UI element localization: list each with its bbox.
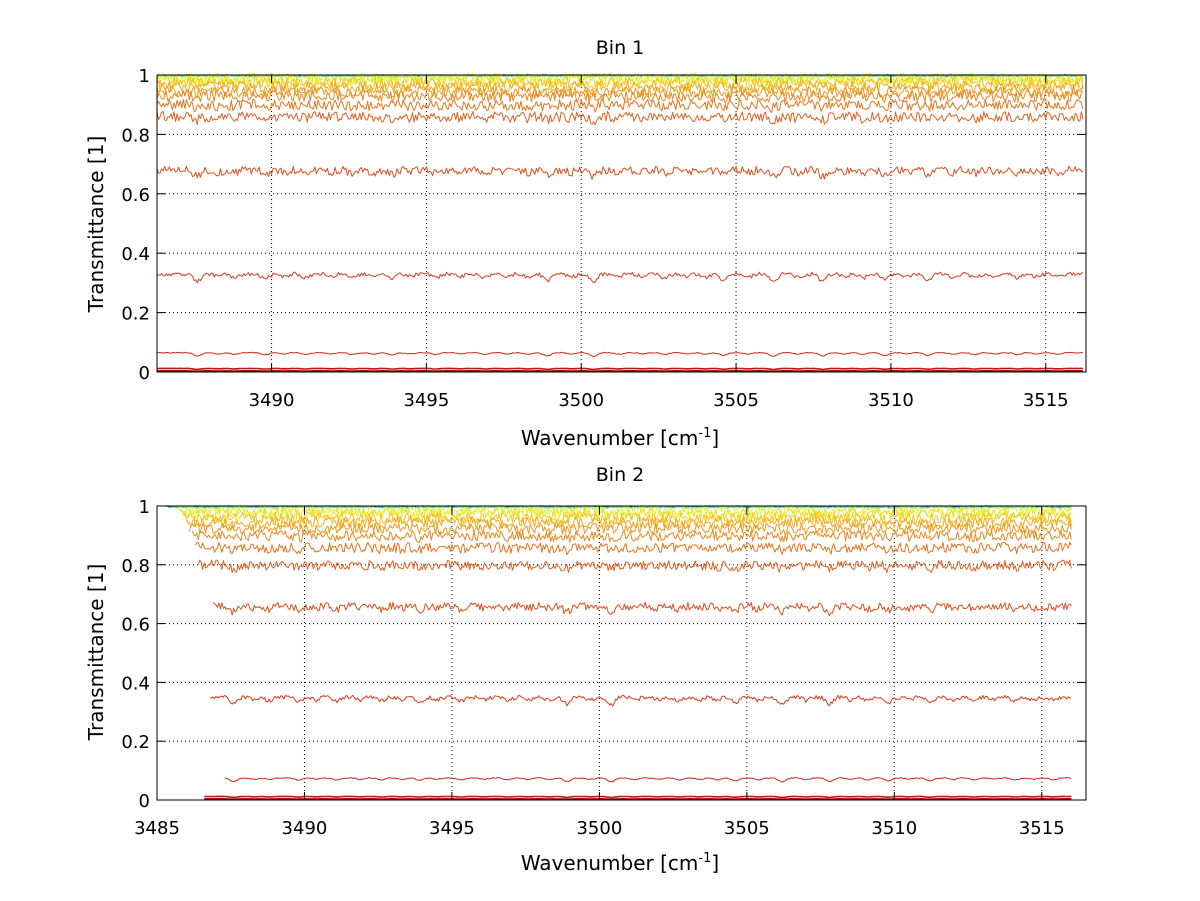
series-line	[204, 795, 1072, 799]
x-tick-label: 3490	[282, 818, 328, 839]
series-line	[188, 522, 1072, 536]
series-line	[156, 85, 1084, 99]
series-line	[197, 559, 1072, 574]
series-line	[156, 80, 1084, 95]
series-line	[156, 73, 1084, 85]
chart-title: Bin 1	[596, 37, 644, 59]
series-line	[156, 351, 1084, 357]
y-tick-label: 0.8	[121, 125, 150, 146]
x-tick-label: 3515	[1023, 390, 1069, 411]
series-line	[210, 694, 1072, 707]
y-tick-label: 1	[139, 66, 150, 87]
series-line	[156, 165, 1083, 180]
y-tick-label: 0.6	[121, 615, 150, 636]
y-tick-label: 0	[139, 791, 150, 812]
series-line	[212, 601, 1072, 617]
plot-area-bin-2: 3485 3490 3495 3500 3505 3510 3515 0 0.2 0.4 0.6 0.…	[121, 497, 1087, 839]
subplot-bin-1: Bin 1 3490 3495 3500 3505 3510 3515 0 0.2 0.4 0.6…	[84, 37, 1087, 450]
plot-area-bin-1: 3490 3495 3500 3505 3510 3515 0 0.2 0.4 0.6 0.8 1	[121, 66, 1087, 411]
y-tick-label: 0.4	[121, 673, 150, 694]
x-tick-label: 3515	[1019, 818, 1065, 839]
series-line	[180, 507, 1072, 521]
x-tick-label: 3505	[724, 818, 770, 839]
y-tick-label: 1	[139, 497, 150, 518]
subplot-bin-2: Bin 2 3485 3490 3495 3500 3505 3510 3515 0 0.2 0.…	[84, 464, 1087, 875]
y-tick-label: 0.4	[121, 244, 150, 265]
series-line	[156, 99, 1084, 113]
x-tick-label: 3505	[713, 390, 759, 411]
chart-title: Bin 2	[596, 464, 644, 486]
x-tick-label: 3490	[249, 390, 295, 411]
y-tick-label: 0.6	[121, 185, 150, 206]
x-tick-label: 3500	[576, 818, 622, 839]
x-tick-label: 3500	[558, 390, 604, 411]
series-line	[156, 111, 1084, 126]
axes-box	[156, 74, 1087, 373]
y-tick-label: 0.2	[121, 304, 150, 325]
x-tick-label: 3495	[429, 818, 475, 839]
x-axis-label: Wavenumber [cm-1]	[521, 426, 719, 450]
y-tick-label: 0.2	[121, 732, 150, 753]
series-line	[157, 367, 1083, 371]
x-tick-label: 3510	[868, 390, 914, 411]
x-tick-label: 3485	[134, 818, 180, 839]
series-line	[171, 506, 1072, 509]
y-tick-label: 0.8	[121, 556, 150, 577]
x-axis-label: Wavenumber [cm-1]	[521, 851, 719, 875]
x-tick-label: 3495	[404, 390, 450, 411]
series-line	[191, 529, 1072, 543]
series-line	[224, 777, 1072, 783]
y-axis-label: Transmittance [1]	[84, 564, 108, 742]
series-line	[156, 271, 1084, 284]
y-axis-label: Transmittance [1]	[84, 136, 108, 314]
x-tick-label: 3510	[871, 818, 917, 839]
series-line	[156, 89, 1083, 104]
series-line	[194, 541, 1072, 556]
series-line	[186, 516, 1072, 530]
axes-box	[156, 505, 1087, 801]
y-tick-label: 0	[139, 363, 150, 384]
